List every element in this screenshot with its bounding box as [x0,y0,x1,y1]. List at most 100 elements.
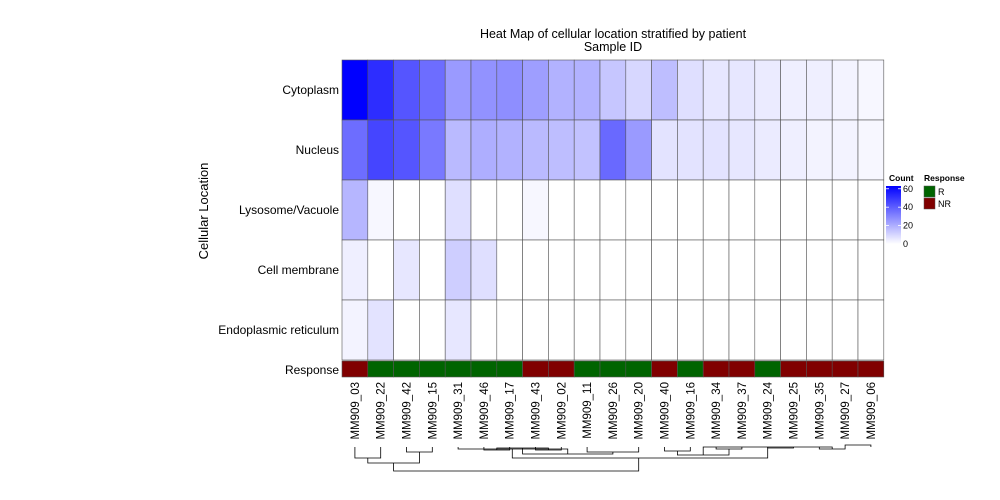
dendrogram-link [844,444,872,447]
heatmap-cell [496,59,523,121]
heatmap-cell [780,299,807,361]
heatmap-cell [806,299,833,361]
heatmap-cell [367,59,394,121]
column-labels: MM909_03 MM909_22 MM909_42 MM909_15 MM909_31… [350,381,878,439]
heatmap-cell [548,179,575,241]
heatmap-cell [728,59,756,121]
heatmap-cell [831,119,859,181]
heatmap-cell [341,179,369,241]
heatmap-cell [393,59,420,121]
heatmap-cell [754,299,781,361]
heatmap-cell [754,239,781,301]
count-color-scale [886,186,901,244]
heatmap-cell [548,59,575,121]
response-cell [651,360,678,378]
heatmap-cell [651,179,678,241]
column-label: MM909_16 [685,382,697,440]
column-label: MM909_37 [737,382,749,440]
response-cell [831,360,859,378]
row-label: Cytoplasm [282,83,339,97]
response-cell [367,360,394,378]
column-label: MM909_25 [789,382,801,440]
heatmap-cell [496,239,523,301]
heatmap-cell [522,239,549,301]
dendrogram-link [354,447,382,459]
heatmap-cell [548,299,575,361]
heatmap-cell [599,239,627,301]
heatmap-cell [754,179,781,241]
heatmap-cell [831,179,859,241]
heatmap-cell [393,299,420,361]
heatmap-cell [780,239,807,301]
heatmap-cell [831,59,859,121]
heatmap-cell [548,239,575,301]
heatmap-cell [806,239,833,301]
heatmap-cell [419,239,446,301]
heatmap-cell [367,119,394,181]
heatmap-cell [573,119,601,181]
heatmap-cell [857,299,885,361]
dendrogram-link [511,447,769,459]
dendrogram-link [457,447,569,454]
heatmap-cell [702,299,730,361]
chart-title: Heat Map of cellular location stratified… [480,27,747,41]
heatmap-cell [367,299,394,361]
heatmap-cell [780,119,807,181]
count-scale-label: 20 [903,221,913,231]
heatmap-cell [728,239,756,301]
row-label: Nucleus [296,143,339,157]
legend: Count Response 0 20 40 60 R NR [886,173,965,249]
heatmap-cell [522,59,549,121]
heatmap-cell [651,59,678,121]
heatmap-cell [651,299,678,361]
column-label: MM909_06 [866,382,878,440]
heatmap-cell [625,239,652,301]
heatmap-cell [831,239,859,301]
heatmap-cell [806,59,833,121]
dendrogram-link [406,447,433,453]
heatmap-cell [341,239,369,301]
heatmap-cell [599,179,627,241]
column-label: MM909_22 [376,382,388,440]
heatmap-cell [702,59,730,121]
heatmap-cell [548,119,575,181]
response-cell [573,360,601,378]
heatmap-cell [573,299,601,361]
y-axis-label: Cellular Location [196,163,211,260]
heatmap-cell [677,239,704,301]
heatmap-cell [599,59,627,121]
heatmap-cell [341,59,369,121]
row-label: Endoplasmic reticulum [218,323,339,337]
heatmap-cell [419,59,446,121]
heatmap-cell [470,59,498,121]
heatmap-cell [651,239,678,301]
heatmap-cell [444,59,472,121]
heatmap-cell [470,239,498,301]
response-cell [780,360,807,378]
heatmap-cell [444,179,472,241]
heatmap-cell [341,299,369,361]
heatmap-cell [444,299,472,361]
column-label: MM909_46 [479,382,491,440]
dendrogram-link [586,447,640,453]
heatmap-cell [367,179,394,241]
column-label: MM909_02 [556,382,568,440]
heatmap-cell [522,119,549,181]
response-cell [599,360,627,378]
heatmap-cells [341,59,885,361]
response-cell [625,360,652,378]
response-cell [341,360,369,378]
heatmap-cell [393,119,420,181]
heatmap-cell [754,119,781,181]
column-dendrogram [354,444,872,472]
heatmap-cell [573,59,601,121]
column-label: MM909_31 [453,382,465,440]
heatmap-cell [780,179,807,241]
dendrogram-link [367,452,420,464]
heatmap-cell [444,119,472,181]
column-label: MM909_24 [763,381,775,439]
column-label: MM909_27 [840,382,852,440]
response-cell [393,360,420,378]
heatmap-cell [831,299,859,361]
count-scale-label: 60 [903,184,913,194]
